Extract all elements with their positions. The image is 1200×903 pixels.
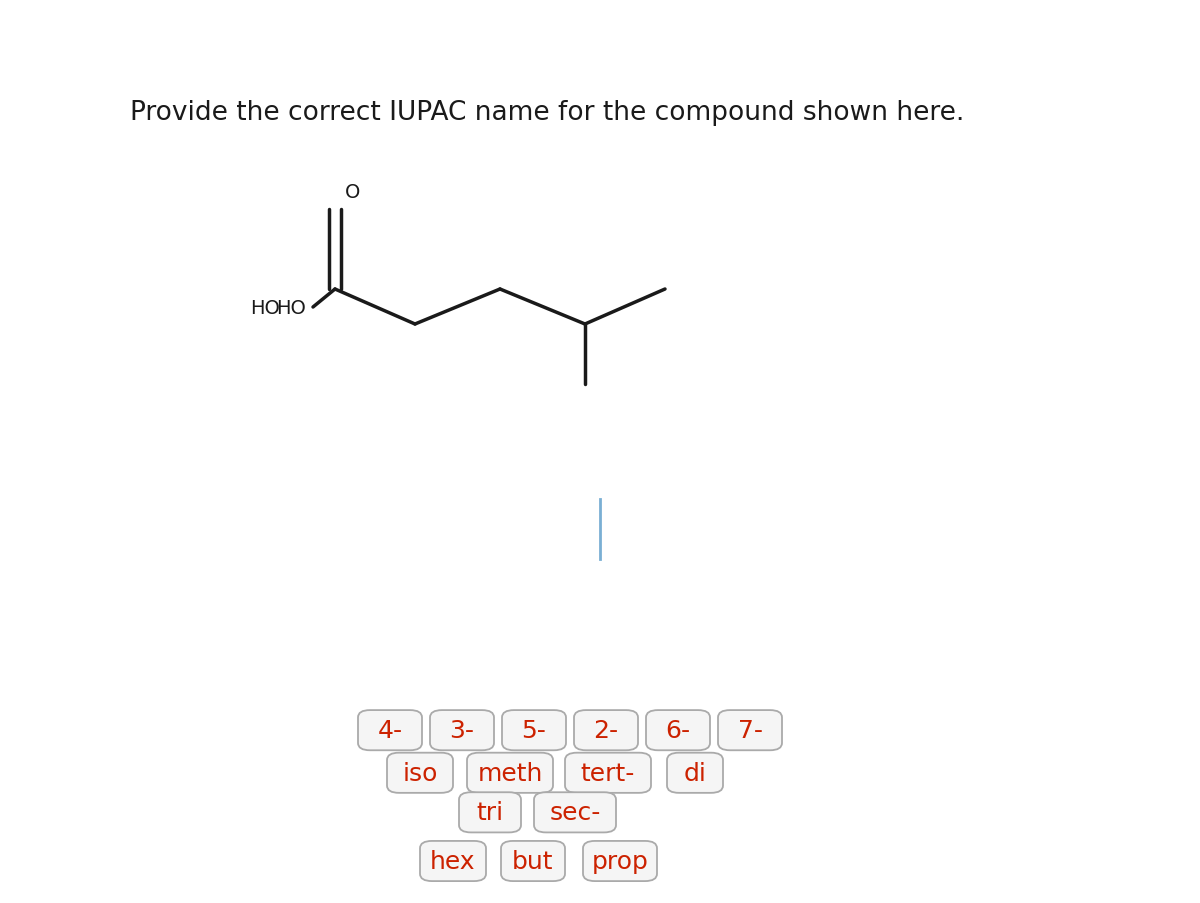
FancyBboxPatch shape	[430, 711, 494, 750]
FancyBboxPatch shape	[358, 711, 422, 750]
Text: iso: iso	[402, 761, 438, 785]
Text: 4-: 4-	[378, 719, 402, 742]
Text: 6-: 6-	[666, 719, 690, 742]
Text: sec-: sec-	[550, 800, 601, 824]
FancyBboxPatch shape	[386, 753, 454, 793]
Text: HO: HO	[250, 298, 280, 317]
Text: 5-: 5-	[522, 719, 546, 742]
Text: hex: hex	[431, 849, 475, 873]
Text: 7-: 7-	[738, 719, 762, 742]
Text: Provide the correct IUPAC name for the compound shown here.: Provide the correct IUPAC name for the c…	[130, 100, 965, 126]
FancyBboxPatch shape	[458, 792, 521, 833]
Text: di: di	[684, 761, 707, 785]
Text: 2-: 2-	[594, 719, 618, 742]
Text: 3-: 3-	[450, 719, 474, 742]
Text: Question 7 of 41: Question 7 of 41	[508, 16, 692, 36]
FancyBboxPatch shape	[467, 753, 553, 793]
FancyBboxPatch shape	[583, 841, 658, 881]
FancyBboxPatch shape	[420, 841, 486, 881]
FancyBboxPatch shape	[534, 792, 616, 833]
FancyBboxPatch shape	[574, 711, 638, 750]
Text: tri: tri	[476, 800, 504, 824]
FancyBboxPatch shape	[502, 711, 566, 750]
FancyBboxPatch shape	[667, 753, 722, 793]
Text: meth: meth	[478, 761, 542, 785]
Text: prop: prop	[592, 849, 648, 873]
FancyBboxPatch shape	[718, 711, 782, 750]
FancyBboxPatch shape	[502, 841, 565, 881]
Text: O: O	[346, 182, 361, 201]
Text: tert-: tert-	[581, 761, 635, 785]
FancyBboxPatch shape	[565, 753, 650, 793]
Text: but: but	[512, 849, 553, 873]
FancyBboxPatch shape	[646, 711, 710, 750]
Text: HO: HO	[276, 298, 306, 317]
